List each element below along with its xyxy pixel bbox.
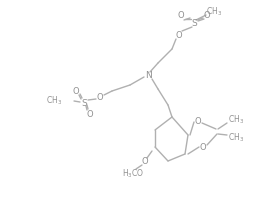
Text: CH$_3$: CH$_3$ <box>206 6 222 18</box>
Text: S: S <box>191 19 197 28</box>
Text: N: N <box>145 71 151 80</box>
Text: O: O <box>87 110 93 119</box>
Text: O: O <box>200 143 206 152</box>
Text: O: O <box>195 117 201 126</box>
Text: S: S <box>81 98 87 107</box>
Text: CH$_3$: CH$_3$ <box>228 113 244 126</box>
Text: O: O <box>204 12 210 20</box>
Text: CH$_3$: CH$_3$ <box>228 131 244 144</box>
Text: O: O <box>176 31 182 40</box>
Text: O: O <box>73 86 79 95</box>
Text: O: O <box>142 157 148 166</box>
Text: H$_3$CO: H$_3$CO <box>122 167 144 179</box>
Text: O: O <box>178 12 184 20</box>
Text: O: O <box>97 93 103 102</box>
Text: CH$_3$: CH$_3$ <box>46 94 62 107</box>
